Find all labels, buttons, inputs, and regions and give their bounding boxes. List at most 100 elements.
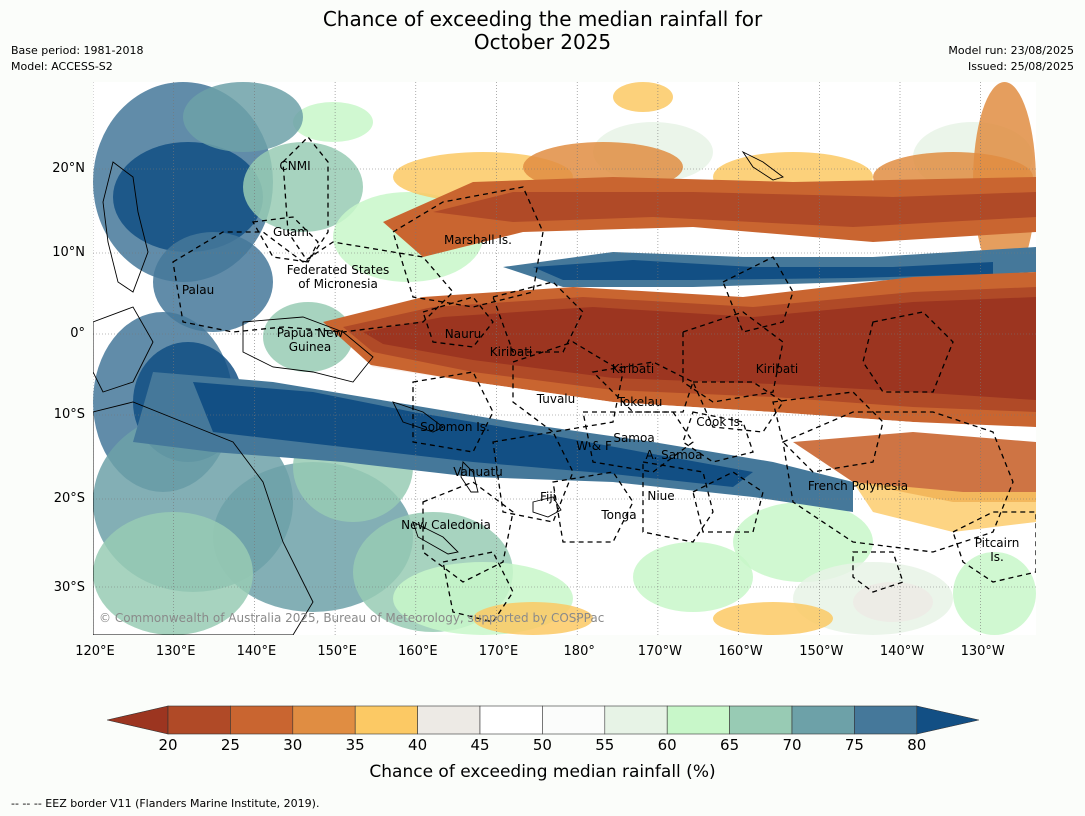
rainfall-region-26 (293, 102, 373, 142)
longitude-label: 140°W (879, 644, 925, 659)
base-period: Base period: 1981-2018 (11, 44, 144, 57)
transition-band (353, 362, 1036, 442)
longitude-label: 180° (563, 644, 595, 659)
colorbar-tick-label: 30 (283, 736, 303, 754)
region-label: Pitcairn Is. (975, 536, 1020, 564)
eez-border-4 (422, 296, 494, 348)
land-outline-8 (741, 150, 784, 181)
region-label: French Polynesia (808, 479, 908, 493)
latitude-label: 30°S (53, 580, 85, 595)
region-label-line: Marshall Is. (444, 233, 512, 247)
region-label-line: of Micronesia (298, 277, 378, 291)
rainfall-region-29 (713, 602, 833, 635)
colorbar-tick-label: 65 (720, 736, 740, 754)
colorbar (107, 705, 979, 735)
rainfall-region-11 (93, 512, 253, 635)
region-label: W & F (576, 439, 612, 453)
colorbar-tick-label: 25 (220, 736, 240, 754)
rainfall-region-25 (613, 82, 673, 112)
wet-streak-core (533, 260, 993, 280)
region-label-line: Guam (273, 225, 309, 239)
region-label-line: Vanuatu (453, 465, 503, 479)
eez-border-14 (591, 361, 694, 413)
model-name: Model: ACCESS-S2 (11, 60, 113, 73)
land-outline-7 (532, 496, 562, 518)
spcz-wet-core (193, 382, 753, 487)
region-label-line: W & F (576, 439, 612, 453)
dry-band-north-core (433, 192, 1036, 227)
land-outline-1 (93, 306, 154, 393)
region-label: Kiribati (612, 362, 654, 376)
eez-border-0 (282, 136, 329, 264)
colorbar-segment-5 (479, 705, 543, 735)
land-outline-3 (93, 401, 314, 635)
colorbar-segment-2 (292, 705, 356, 735)
eez-border-17 (692, 471, 764, 533)
dry-patch-southeast-edge (853, 482, 1036, 532)
region-label: Fiji (540, 490, 556, 504)
colorbar-tick-label: 40 (408, 736, 428, 754)
longitude-label: 170°W (637, 644, 682, 659)
latitude-label: 10°S (53, 407, 85, 422)
region-label: Papua New Guinea (277, 326, 344, 354)
region-label: Palau (182, 283, 214, 297)
colorbar-tick-label: 75 (844, 736, 864, 754)
eez-border-12 (552, 471, 634, 543)
land-outline-6 (412, 521, 459, 555)
dry-patch-southeast (793, 432, 1036, 502)
longitude-label: 150°E (317, 644, 357, 659)
rainfall-region-27 (183, 82, 303, 152)
colorbar-tick-label: 50 (532, 736, 552, 754)
region-label: Tokelau (618, 395, 663, 409)
colorbar-segment-3 (354, 705, 418, 735)
region-label: Niue (647, 489, 674, 503)
colorbar-segment-8 (666, 705, 730, 735)
region-label-line: A. Samoa (645, 448, 703, 462)
colorbar-tick-label: 35 (345, 736, 365, 754)
region-label: New Caledonia (401, 518, 491, 532)
colorbar-segment-4 (417, 705, 481, 735)
eez-border-6 (682, 311, 784, 403)
eez-border-19 (772, 391, 884, 473)
region-label-line: Palau (181, 283, 215, 297)
region-label-line: CNMI (279, 159, 311, 173)
region-label-line: Fiji (539, 490, 557, 504)
colorbar-segment-7 (604, 705, 668, 735)
region-label-line: Nauru (444, 327, 482, 341)
colorbar-segment-6 (542, 705, 606, 735)
eez-border-15 (691, 381, 784, 433)
longitude-label: 160°W (718, 644, 763, 659)
region-label-line: Papua New (276, 326, 344, 340)
colorbar-tick-label: 20 (158, 736, 178, 754)
copyright-notice: © Commonwealth of Australia 2025, Bureau… (99, 611, 605, 625)
region-label-line: French Polynesia (807, 479, 909, 493)
eez-border-16 (682, 411, 754, 463)
region-label-line: Tonga (601, 508, 637, 522)
map-canvas (93, 82, 1036, 635)
dry-band-equator-core (363, 297, 1036, 400)
longitude-label: 170°E (478, 644, 519, 659)
region-label-line: Kiribati (755, 362, 799, 376)
rainfall-region-16 (733, 502, 873, 582)
eez-border-23 (952, 511, 1036, 583)
eez-border-8 (862, 311, 954, 393)
region-label: Nauru (445, 327, 481, 341)
rainfall-region-18 (953, 552, 1036, 635)
region-label: Marshall Is. (444, 233, 512, 247)
region-label-line: Is. (990, 550, 1004, 564)
colorbar-min-arrow (107, 705, 169, 735)
rainfall-region-28 (473, 602, 593, 635)
rainfall-region-30 (853, 582, 933, 622)
region-label-line: Tuvalu (536, 392, 576, 406)
region-label: CNMI (279, 159, 310, 173)
region-label: Cook Is. (696, 415, 743, 429)
eez-border-7 (722, 256, 794, 333)
rainfall-region-1 (113, 142, 263, 252)
eez-border-21 (442, 551, 514, 623)
rainfall-region-2 (153, 232, 273, 332)
region-label: Federated States of Micronesia (287, 263, 389, 291)
rainfall-region-7 (263, 302, 353, 372)
eez-border-22 (782, 411, 1014, 553)
colorbar-max-arrow (916, 705, 979, 735)
colorbar-tick-label: 60 (657, 736, 677, 754)
